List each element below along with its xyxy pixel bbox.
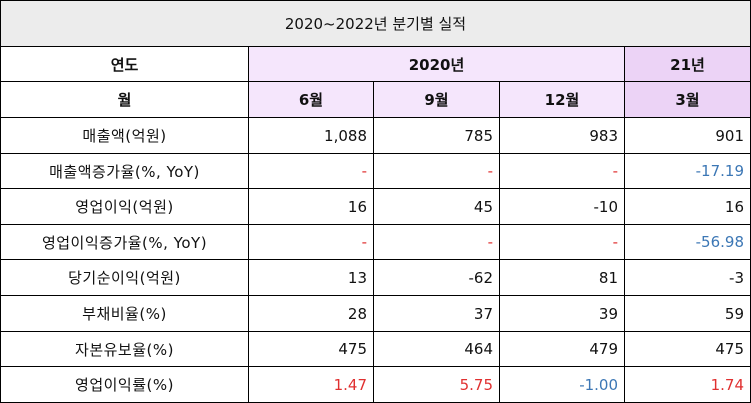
value-cell: - <box>373 153 500 189</box>
value-cell: -10 <box>499 188 625 225</box>
row-label: 매출액증가율(%, YoY) <box>0 153 249 189</box>
value-cell: - <box>499 224 625 260</box>
value-cell: -62 <box>373 259 500 296</box>
value-cell: 5.75 <box>373 366 500 403</box>
value-cell: 16 <box>248 188 374 225</box>
value-cell: 983 <box>499 117 625 154</box>
year-label: 연도 <box>0 46 249 82</box>
value-cell: - <box>373 224 500 260</box>
year-2020-header: 2020년 <box>248 46 625 82</box>
table-row-debt-ratio: 부채비율(%) 28 37 39 59 <box>0 295 751 332</box>
value-cell: -17.19 <box>624 153 751 189</box>
row-label: 부채비율(%) <box>0 295 249 332</box>
value-cell: - <box>248 153 374 189</box>
value-cell: 785 <box>373 117 500 154</box>
title-row: 2020~2022년 분기별 실적 <box>0 0 751 47</box>
value-cell: 28 <box>248 295 374 332</box>
table-row-revenue-growth: 매출액증가율(%, YoY) - - - -17.19 <box>0 153 751 189</box>
value-cell: - <box>248 224 374 260</box>
value-cell: 13 <box>248 259 374 296</box>
month-label: 월 <box>0 81 249 118</box>
value-cell: 37 <box>373 295 500 332</box>
table-row-operating-profit-growth: 영업이익증가율(%, YoY) - - - -56.98 <box>0 224 751 260</box>
value-cell: 16 <box>624 188 751 225</box>
value-cell: - <box>499 153 625 189</box>
value-cell: 475 <box>248 331 374 367</box>
table-row-reserve-ratio: 자본유보율(%) 475 464 479 475 <box>0 331 751 367</box>
value-cell: 479 <box>499 331 625 367</box>
table-row-revenue: 매출액(억원) 1,088 785 983 901 <box>0 117 751 154</box>
value-cell: 59 <box>624 295 751 332</box>
value-cell: 1,088 <box>248 117 374 154</box>
value-cell: 901 <box>624 117 751 154</box>
value-cell: -56.98 <box>624 224 751 260</box>
month-header-3: 3월 <box>624 81 751 118</box>
year-21-header: 21년 <box>624 46 751 82</box>
month-header-12: 12월 <box>499 81 625 118</box>
table-row-net-income: 당기순이익(억원) 13 -62 81 -3 <box>0 259 751 296</box>
row-label: 영업이익률(%) <box>0 366 249 403</box>
month-header-6: 6월 <box>248 81 374 118</box>
value-cell: 475 <box>624 331 751 367</box>
year-header-row: 연도 2020년 21년 <box>0 46 751 82</box>
value-cell: -1.00 <box>499 366 625 403</box>
month-header-row: 월 6월 9월 12월 3월 <box>0 81 751 118</box>
table-row-operating-profit: 영업이익(억원) 16 45 -10 16 <box>0 188 751 225</box>
value-cell: 1.47 <box>248 366 374 403</box>
row-label: 자본유보율(%) <box>0 331 249 367</box>
value-cell: 1.74 <box>624 366 751 403</box>
month-header-9: 9월 <box>373 81 500 118</box>
value-cell: 45 <box>373 188 500 225</box>
value-cell: 39 <box>499 295 625 332</box>
value-cell: 81 <box>499 259 625 296</box>
table-title: 2020~2022년 분기별 실적 <box>0 0 751 47</box>
value-cell: 464 <box>373 331 500 367</box>
table-row-operating-margin: 영업이익률(%) 1.47 5.75 -1.00 1.74 <box>0 366 751 403</box>
value-cell: -3 <box>624 259 751 296</box>
row-label: 매출액(억원) <box>0 117 249 154</box>
row-label: 영업이익(억원) <box>0 188 249 225</box>
row-label: 당기순이익(억원) <box>0 259 249 296</box>
row-label: 영업이익증가율(%, YoY) <box>0 224 249 260</box>
